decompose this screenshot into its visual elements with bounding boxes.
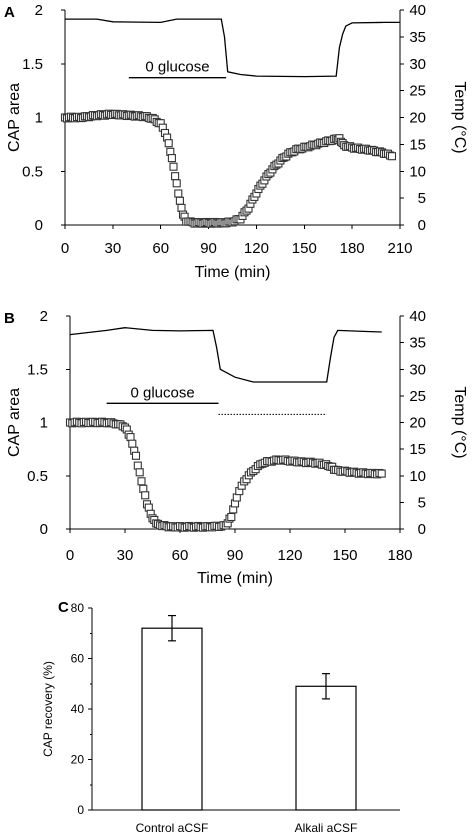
x-tick-label-b: 60 [172, 547, 189, 564]
cap-marker-a [167, 154, 176, 163]
y2-tick-label-b: 30 [409, 361, 426, 378]
x-tick-label-a: 60 [152, 240, 169, 257]
cap-marker-a [171, 172, 180, 181]
category-label-control: Control aCSF [136, 821, 209, 835]
x-tick-label-b: 0 [66, 547, 74, 564]
panel-a: A CAP area Temp (°C) Time (min) 0 glucos… [4, 2, 468, 281]
c-y-tick-label: 80 [71, 601, 85, 615]
category-label-alkali: Alkali aCSF [295, 821, 358, 835]
cap-marker-b [141, 491, 150, 500]
y-tick-label-b: 2 [40, 308, 48, 325]
cap-recovery-axis-label: CAP recovery (%) [41, 661, 55, 757]
y2-tick-label-b: 20 [409, 415, 426, 432]
cap-marker-b [131, 451, 141, 460]
x-tick-label-b: 30 [117, 547, 134, 564]
c-y-tick-label: 40 [71, 702, 85, 716]
x-tick-label-a: 90 [200, 240, 217, 257]
cap-marker-b [128, 439, 137, 448]
y2-tick-label-a: 40 [409, 2, 426, 19]
y2-tick-label-a: 0 [418, 217, 426, 234]
temp-axis-label-b: Temp (°C) [451, 386, 468, 458]
y2-tick-label-a: 10 [409, 163, 426, 180]
panel-letter-a: A [4, 4, 15, 21]
cap-marker-a [169, 162, 178, 171]
y2-tick-label-b: 40 [409, 308, 426, 325]
temp-axis-label-a: Temp (°C) [451, 81, 468, 153]
x-tick-label-a: 150 [292, 240, 317, 257]
x-tick-label-a: 180 [340, 240, 365, 257]
y-tick-label-a: 2 [35, 2, 43, 19]
cap-marker-b [137, 477, 146, 486]
cap-marker-a [387, 152, 397, 161]
x-tick-label-a: 30 [105, 240, 122, 257]
x-tick-label-a: 0 [61, 240, 69, 257]
c-y-tick-label: 0 [77, 803, 84, 817]
x-tick-label-b: 180 [387, 547, 412, 564]
c-y-tick-label: 20 [71, 753, 85, 767]
x-tick-label-a: 210 [387, 240, 412, 257]
y2-tick-label-a: 30 [409, 56, 426, 73]
y2-tick-label-b: 5 [418, 494, 426, 511]
x-tick-label-b: 120 [277, 547, 302, 564]
y2-tick-label-a: 5 [418, 190, 426, 207]
cap-marker-a [175, 196, 184, 205]
y2-tick-label-b: 15 [409, 441, 426, 458]
y-tick-label-a: 1.5 [22, 56, 43, 73]
y-tick-label-b: 0.5 [27, 468, 48, 485]
glucose-annotation-b: 0 glucose [130, 384, 194, 401]
cap-marker-a [172, 179, 181, 188]
cap-area-axis-label-b: CAP area [6, 388, 23, 457]
glucose-annotation-a: 0 glucose [145, 59, 209, 76]
y-tick-label-a: 0.5 [22, 163, 43, 180]
cap-marker-b [227, 512, 236, 522]
y2-tick-label-a: 20 [409, 110, 426, 127]
temperature-line-a [65, 18, 400, 78]
temperature-line-b [69, 327, 382, 383]
panel-letter-c: C [58, 599, 69, 616]
panel-letter-b: B [4, 310, 15, 327]
x-tick-label-b: 150 [332, 547, 357, 564]
cap-marker-a [164, 139, 173, 148]
time-axis-label-a: Time (min) [195, 264, 271, 281]
bar-alkali [295, 685, 357, 811]
cap-marker-b [135, 468, 144, 477]
panel-b: B CAP area Temp (°C) Time (min) 0 glucos… [4, 308, 468, 587]
y-tick-label-b: 1.5 [27, 361, 48, 378]
cap-marker-b [377, 469, 386, 478]
cap-area-axis-label-a: CAP area [6, 83, 23, 152]
y2-tick-label-a: 35 [409, 29, 426, 46]
cap-marker-b [133, 461, 142, 470]
cap-marker-a [174, 189, 183, 198]
y2-tick-label-b: 10 [409, 468, 426, 485]
time-axis-label-b: Time (min) [197, 570, 273, 587]
bar-control [141, 627, 203, 811]
y2-tick-label-b: 35 [409, 335, 426, 352]
y-tick-label-b: 0 [40, 521, 48, 538]
y2-tick-label-b: 25 [409, 388, 426, 405]
c-y-tick-label: 60 [71, 652, 85, 666]
cap-marker-a [177, 203, 186, 212]
panel-c: C CAP recovery (%) 0 20 40 60 80 Control aCSF… [41, 599, 400, 835]
y-tick-label-a: 0 [35, 217, 43, 234]
y2-tick-label-a: 25 [409, 83, 426, 100]
x-tick-label-a: 120 [244, 240, 269, 257]
x-tick-label-b: 90 [227, 547, 244, 564]
y-tick-label-b: 1 [40, 415, 48, 432]
y-tick-label-a: 1 [35, 110, 43, 127]
y2-tick-label-a: 15 [409, 136, 426, 153]
y2-tick-label-b: 0 [418, 521, 426, 538]
cap-marker-b [126, 433, 135, 442]
